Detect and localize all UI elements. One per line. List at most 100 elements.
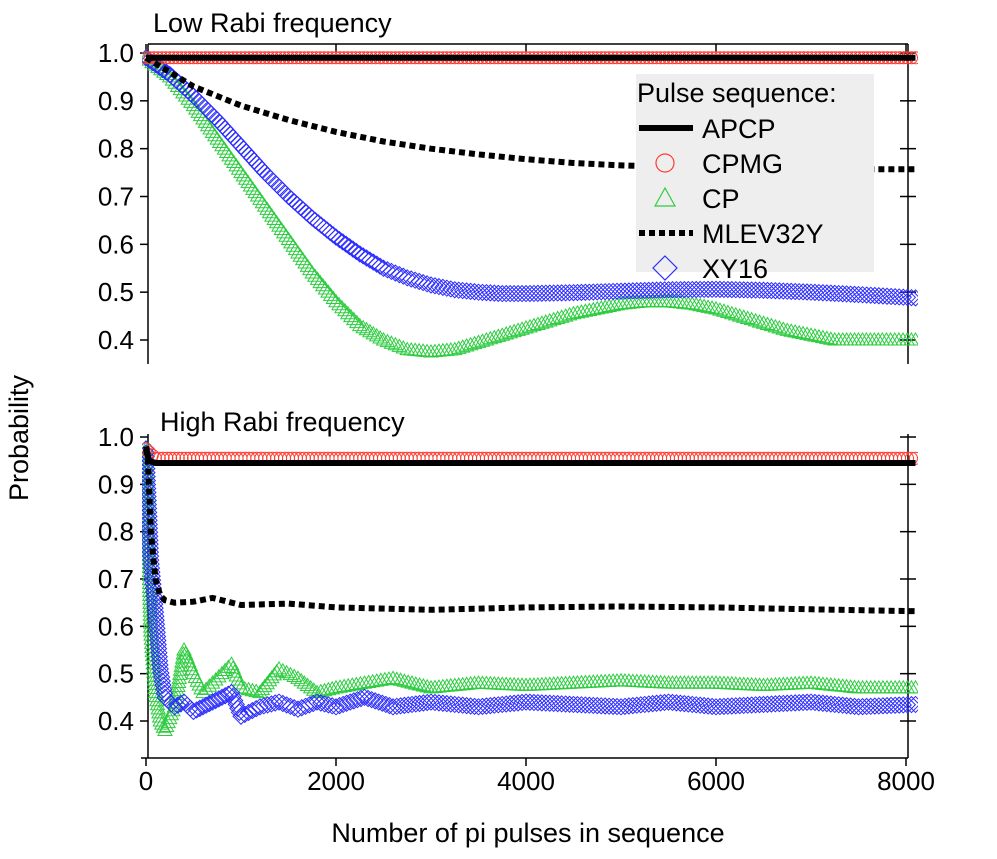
data-point: [762, 281, 781, 300]
bottom-series: [142, 440, 918, 736]
data-point: [442, 280, 460, 298]
y-tick-label: 0.6: [98, 611, 134, 641]
data-point: [704, 300, 720, 314]
data-point: [857, 286, 876, 304]
data-point: [175, 84, 191, 99]
data-point: [330, 696, 349, 715]
data-point: [184, 661, 200, 676]
data-point: [153, 672, 171, 690]
data-point: [560, 284, 579, 302]
data-point: [392, 672, 409, 686]
data-point: [703, 697, 721, 716]
data-point: [655, 281, 674, 299]
data-point: [362, 323, 378, 338]
data-point: [548, 694, 567, 713]
data-point: [774, 282, 792, 300]
data-point: [584, 696, 602, 715]
data-point: [327, 698, 345, 716]
data-point: [147, 611, 165, 629]
legend-swatch-cp: [653, 186, 677, 207]
data-point: [719, 280, 737, 299]
data-point: [624, 282, 642, 300]
data-point: [708, 300, 724, 315]
data-point: [323, 697, 341, 715]
data-point: [232, 707, 250, 725]
data-point: [513, 693, 531, 712]
data-point: [258, 696, 277, 714]
data-point: [743, 311, 760, 326]
data-point: [152, 664, 170, 682]
data-point: [667, 280, 686, 299]
data-point: [450, 696, 468, 714]
data-point: [358, 321, 375, 336]
data-point: [826, 695, 844, 714]
data-point: [176, 642, 192, 656]
y-tick-label: 0.4: [98, 706, 134, 736]
data-point: [592, 283, 610, 301]
data-point: [404, 675, 420, 689]
legend-label-cp: CP: [702, 184, 740, 214]
data-point: [695, 696, 713, 715]
data-point: [453, 696, 472, 714]
data-point: [862, 286, 880, 304]
data-point: [337, 694, 356, 712]
data-point: [146, 599, 164, 617]
x-tick-label: 2000: [307, 766, 365, 796]
data-point: [290, 670, 306, 684]
data-point: [352, 689, 370, 708]
data-point: [580, 696, 599, 714]
data-point: [146, 595, 164, 613]
data-point: [169, 682, 186, 697]
data-point: [886, 288, 904, 306]
data-point: [907, 679, 918, 694]
y-tick-label: 0.9: [98, 86, 134, 116]
data-point: [229, 671, 246, 686]
panel-high-rabi: High Rabi frequency 0.4 0.5 0.6 0.7 0.8 0.9 1.…: [98, 407, 935, 796]
data-point: [878, 287, 896, 305]
data-point: [866, 286, 884, 305]
data-point: [580, 283, 599, 301]
data-point: [576, 283, 595, 301]
data-point: [223, 656, 240, 670]
data-point: [655, 693, 674, 712]
data-point: [202, 105, 221, 123]
data-point: [806, 283, 824, 302]
y-tick-label: 0.5: [98, 659, 134, 689]
data-point: [849, 285, 868, 304]
data-point: [227, 131, 245, 150]
data-point: [312, 274, 329, 289]
data-point: [545, 694, 563, 713]
data-point: [763, 317, 780, 332]
data-point: [255, 697, 273, 715]
data-point: [266, 694, 284, 712]
y-axis-label: Probability: [4, 374, 34, 501]
data-point: [692, 297, 709, 312]
data-point: [794, 283, 812, 301]
data-point: [236, 680, 253, 695]
data-point: [723, 305, 740, 320]
data-point: [278, 664, 295, 679]
data-point: [234, 140, 253, 158]
data-point: [750, 281, 769, 299]
data-point: [592, 697, 610, 715]
y-tick-label: 1.0: [98, 422, 134, 452]
data-point: [318, 221, 336, 239]
data-point: [779, 322, 796, 336]
data-point: [220, 659, 237, 673]
data-point: [727, 280, 745, 299]
data-point: [321, 223, 339, 242]
data-point: [299, 677, 316, 691]
data-point: [446, 281, 464, 299]
data-point: [802, 693, 820, 711]
data-point: [158, 718, 175, 733]
x-axis-label: Number of pi pulses in sequence: [331, 818, 724, 848]
data-point: [596, 697, 614, 715]
data-point: [229, 699, 247, 718]
data-point: [572, 283, 591, 302]
data-point: [830, 696, 848, 714]
data-point: [814, 284, 832, 302]
data-point: [253, 160, 271, 179]
data-point: [786, 282, 804, 301]
data-point: [818, 330, 835, 344]
data-point: [735, 281, 753, 299]
